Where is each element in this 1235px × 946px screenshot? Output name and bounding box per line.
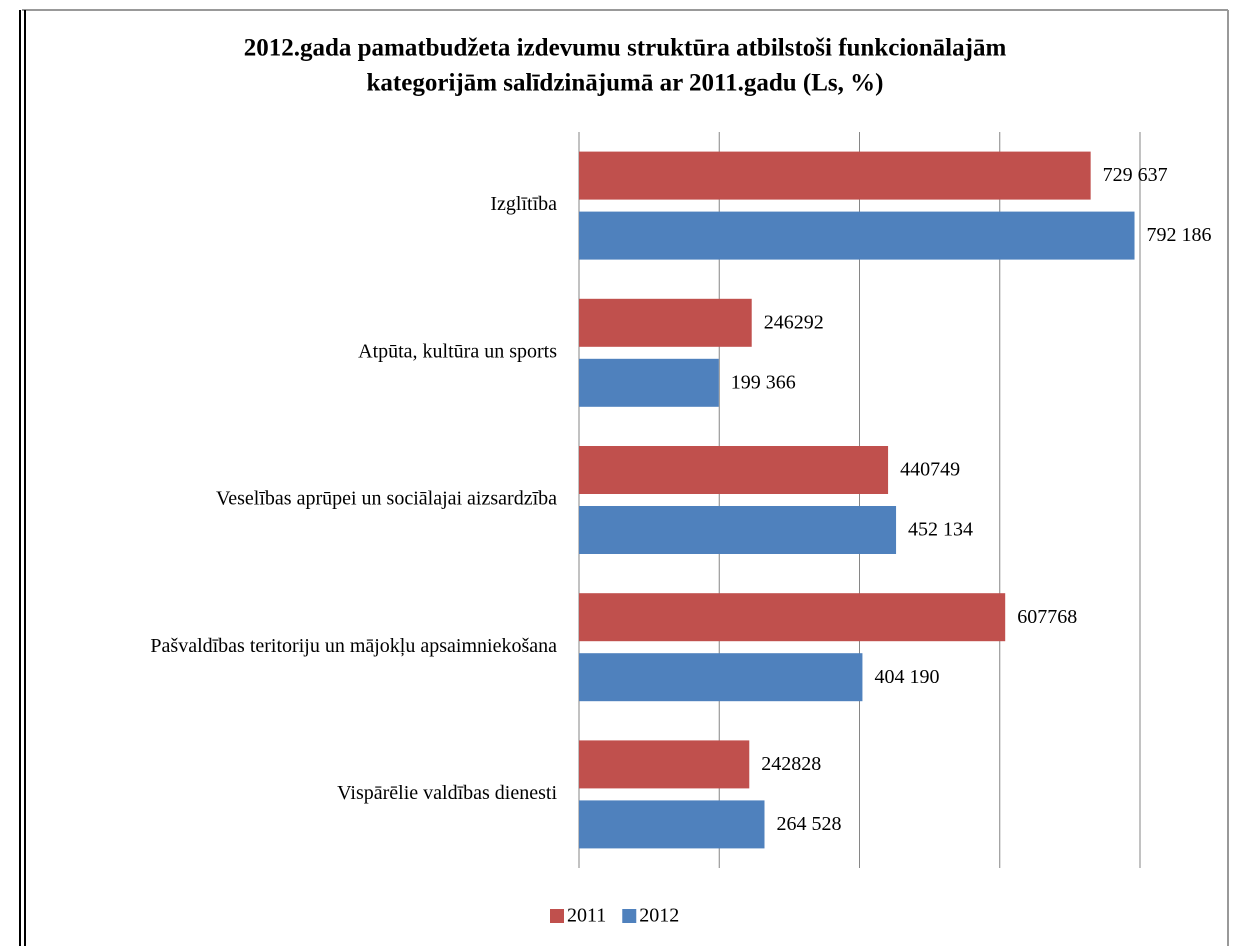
value-label: 404 190: [874, 666, 939, 688]
y-tick-label: Vispārēlie valdības dienesti: [337, 782, 557, 804]
bar: [579, 358, 719, 407]
bar: [579, 800, 765, 849]
legend-swatch: [622, 909, 637, 923]
value-label: 242828: [761, 753, 821, 775]
chart-title: 2012.gada pamatbudžeta izdevumu struktūr…: [244, 35, 1007, 62]
bar: [579, 506, 897, 554]
bar: [579, 211, 1135, 260]
value-label: 246292: [764, 311, 824, 333]
legend-label: 2011: [567, 905, 606, 927]
chart-title: kategorijām salīdzinājumā ar 2011.gadu (…: [367, 70, 884, 97]
value-label: 792 186: [1147, 224, 1212, 246]
value-label: 440749: [900, 459, 960, 481]
bar: [579, 151, 1091, 200]
y-tick-label: Atpūta, kultūra un sports: [358, 340, 557, 362]
bar: [579, 298, 752, 347]
value-label: 452 134: [908, 519, 973, 541]
legend-swatch: [550, 909, 564, 923]
value-label: 199 366: [731, 371, 796, 393]
bar: [579, 653, 863, 702]
bar: [579, 593, 1006, 642]
y-tick-label: Izglītība: [490, 193, 557, 215]
value-label: 607768: [1017, 606, 1077, 628]
y-tick-label: Pašvaldības teritoriju un mājokļu apsaim…: [150, 635, 557, 657]
bar: [579, 446, 889, 494]
value-label: 264 528: [777, 813, 842, 835]
legend-label: 2012: [639, 905, 679, 927]
value-label: 729 637: [1103, 164, 1168, 186]
y-tick-label: Veselības aprūpei un sociālajai aizsardz…: [216, 488, 557, 510]
bar: [579, 740, 750, 789]
